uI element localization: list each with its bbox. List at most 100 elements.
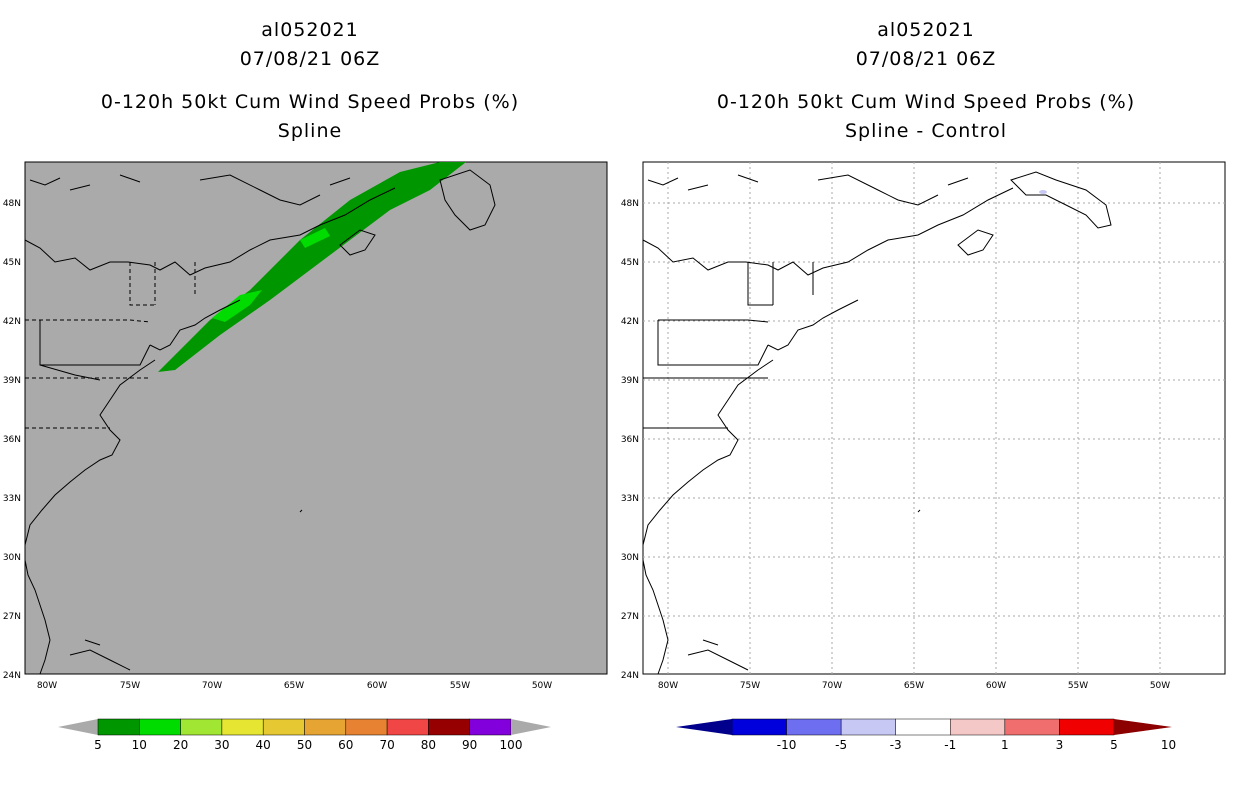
- left-datetime: 07/08/21 06Z: [239, 48, 381, 70]
- left-colorbar-label: 80: [421, 738, 436, 752]
- left-title-block: al052021 07/08/21 06Z 0-120h 50kt Cum Wi…: [0, 16, 620, 146]
- left-lat-27n: 27N: [3, 612, 21, 622]
- left-lat-30n: 30N: [3, 553, 21, 563]
- left-lon-80w: 80W: [37, 681, 57, 691]
- left-lat-33n: 33N: [3, 494, 21, 504]
- left-colorbar-labels: 5 10 20 30 40 50 60 70 80 90 100: [94, 738, 522, 752]
- right-lon-80w: 80W: [658, 681, 678, 691]
- left-colorbar-label: 70: [379, 738, 394, 752]
- left-colorbar-label: 30: [214, 738, 229, 752]
- right-storm-id: al052021: [877, 19, 975, 41]
- right-colorbar-box: [895, 718, 951, 736]
- right-map: 48N 45N 42N 39N 36N 33N 30N 27N 24N 80W …: [621, 161, 1226, 691]
- left-lat-42n: 42N: [3, 317, 21, 327]
- right-map-frame: [642, 161, 1226, 675]
- left-political-borders: [25, 262, 196, 429]
- right-colorbar-box: [840, 718, 896, 736]
- right-lat-45n: 45N: [621, 258, 639, 268]
- right-colorbar-boxes: [731, 718, 1115, 736]
- right-political-borders: [643, 262, 814, 429]
- right-grid: [643, 162, 1225, 674]
- right-subtitle: Spline - Control: [844, 120, 1008, 142]
- left-lon-55w: 55W: [450, 681, 470, 691]
- right-colorbar-low-arrow: [676, 719, 732, 735]
- right-lon-50w: 50W: [1150, 681, 1170, 691]
- left-colorbar-label: 90: [462, 738, 477, 752]
- left-storm-id: al052021: [261, 19, 359, 41]
- left-colorbar-label: 10: [132, 738, 147, 752]
- left-colorbar-boxes: [97, 718, 512, 736]
- left-colorbar-box: [221, 718, 264, 736]
- left-lon-50w: 50W: [532, 681, 552, 691]
- left-colorbar-box: [262, 718, 305, 736]
- left-lat-39n: 39N: [3, 376, 21, 386]
- right-lat-labels: 48N 45N 42N 39N 36N 33N 30N 27N 24N: [621, 199, 639, 681]
- right-lat-33n: 33N: [621, 494, 639, 504]
- left-lat-36n: 36N: [3, 435, 21, 445]
- left-colorbar-low-arrow: [58, 719, 98, 735]
- left-subtitle: Spline: [277, 120, 343, 142]
- left-lon-labels: 80W 75W 70W 65W 60W 55W 50W: [37, 681, 552, 691]
- left-colorbar-high-arrow: [511, 719, 551, 735]
- right-colorbar-labels: -10 -5 -3 -1 1 3 5 10: [777, 738, 1176, 752]
- left-colorbar-label: 5: [94, 738, 102, 752]
- left-colorbar-box: [180, 718, 223, 736]
- left-lon-65w: 65W: [284, 681, 304, 691]
- right-product-title: 0-120h 50kt Cum Wind Speed Probs (%): [716, 91, 1136, 113]
- right-colorbar-box: [786, 718, 842, 736]
- left-probability-swath: [158, 162, 466, 372]
- right-colorbar-label: 10: [1161, 738, 1176, 752]
- left-colorbar-label: 100: [500, 738, 523, 752]
- left-lon-75w: 75W: [120, 681, 140, 691]
- left-lon-70w: 70W: [202, 681, 222, 691]
- right-colorbar: -10 -5 -3 -1 1 3 5 10: [676, 718, 1176, 752]
- right-colorbar-label: 1: [1001, 738, 1009, 752]
- right-lon-60w: 60W: [986, 681, 1006, 691]
- left-colorbar-box: [345, 718, 388, 736]
- left-colorbar-label: 20: [173, 738, 188, 752]
- left-states-solid: [39, 320, 151, 381]
- left-colorbar-label: 50: [297, 738, 312, 752]
- right-lat-27n: 27N: [621, 612, 639, 622]
- right-datetime: 07/08/21 06Z: [855, 48, 997, 70]
- right-colorbar-label: -10: [777, 738, 797, 752]
- right-lat-24n: 24N: [621, 671, 639, 681]
- right-colorbar-box: [731, 718, 787, 736]
- right-lat-39n: 39N: [621, 376, 639, 386]
- right-lon-70w: 70W: [822, 681, 842, 691]
- left-coastlines: [24, 169, 496, 675]
- left-colorbar-box: [139, 718, 181, 736]
- left-colorbar-box: [386, 718, 429, 736]
- right-colorbar-high-arrow: [1114, 719, 1172, 735]
- right-coastlines: [642, 171, 1112, 675]
- left-colorbar-label: 40: [256, 738, 271, 752]
- left-lat-labels: 48N 45N 42N 39N 36N 33N 30N 27N 24N: [3, 199, 21, 681]
- right-colorbar-box: [1059, 718, 1115, 736]
- left-colorbar-box: [97, 718, 140, 736]
- left-lon-60w: 60W: [367, 681, 387, 691]
- right-colorbar-label: 5: [1110, 738, 1118, 752]
- left-colorbar-box: [304, 718, 347, 736]
- right-colorbar-label: 3: [1056, 738, 1064, 752]
- left-colorbar-label: 60: [338, 738, 353, 752]
- right-colorbar-label: -1: [944, 738, 956, 752]
- left-map: 48N 45N 42N 39N 36N 33N 30N 27N 24N 80W …: [3, 161, 608, 691]
- right-colorbar-label: -3: [890, 738, 902, 752]
- right-lat-42n: 42N: [621, 317, 639, 327]
- right-title-block: al052021 07/08/21 06Z 0-120h 50kt Cum Wi…: [616, 16, 1236, 146]
- left-colorbar: 5 10 20 30 40 50 60 70 80 90 100: [58, 718, 551, 752]
- right-colorbar-label: -5: [835, 738, 847, 752]
- right-lat-48n: 48N: [621, 199, 639, 209]
- right-lon-65w: 65W: [904, 681, 924, 691]
- left-lat-24n: 24N: [3, 671, 21, 681]
- right-lat-36n: 36N: [621, 435, 639, 445]
- left-product-title: 0-120h 50kt Cum Wind Speed Probs (%): [100, 91, 520, 113]
- right-lon-75w: 75W: [740, 681, 760, 691]
- right-small-negative-spot: [1039, 190, 1047, 194]
- right-lat-30n: 30N: [621, 553, 639, 563]
- right-colorbar-box: [1004, 718, 1060, 736]
- right-lon-55w: 55W: [1068, 681, 1088, 691]
- left-lat-48n: 48N: [3, 199, 21, 209]
- left-colorbar-box: [469, 718, 512, 736]
- left-lat-45n: 45N: [3, 258, 21, 268]
